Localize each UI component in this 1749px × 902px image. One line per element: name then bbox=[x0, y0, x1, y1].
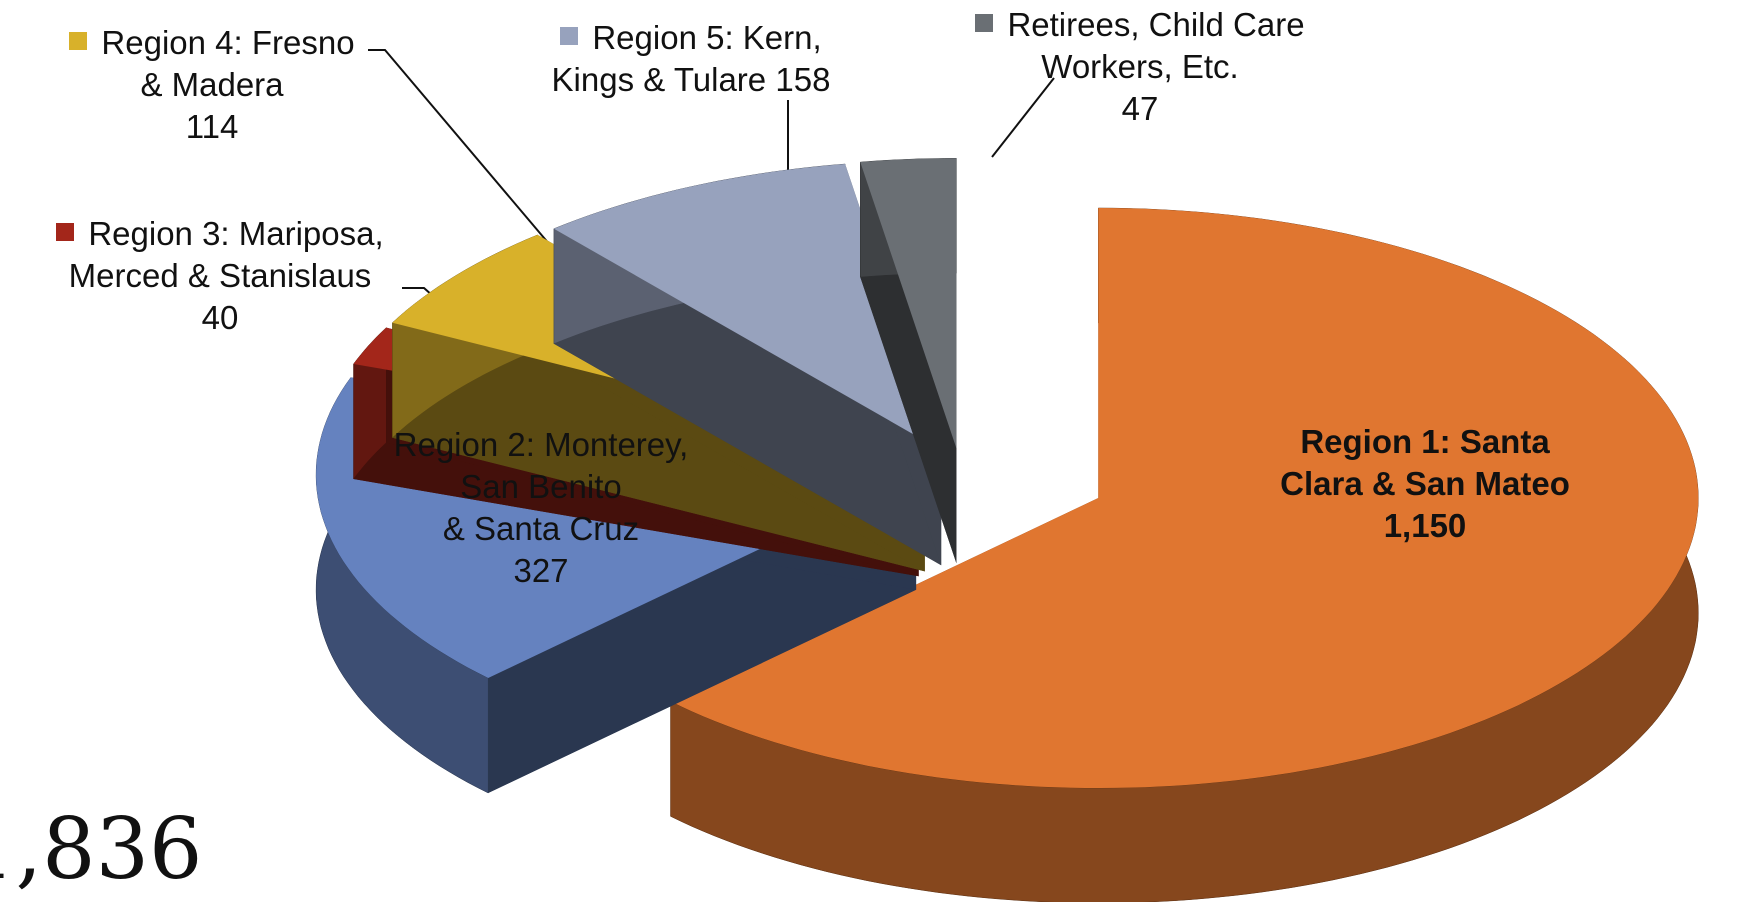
data-label: Region 1: Santa Clara & San Mateo 1,150 bbox=[1250, 421, 1600, 547]
value-label: 114 bbox=[185, 108, 239, 145]
slice-radial-wall bbox=[553, 228, 942, 566]
value-label: 327 bbox=[513, 552, 569, 589]
leader-line bbox=[368, 49, 551, 246]
category-label: Region 5: Kern, Kings & Tulare bbox=[551, 19, 822, 98]
slice-top bbox=[860, 158, 957, 449]
category-label: Region 4: Fresno & Madera bbox=[101, 24, 355, 103]
slice-top bbox=[670, 208, 1699, 788]
pie bbox=[315, 158, 1699, 902]
category-label: Region 2: Monterey, San Benito & Santa C… bbox=[393, 426, 689, 547]
legend-swatch bbox=[975, 14, 994, 32]
slice-top bbox=[553, 164, 942, 451]
slice bbox=[860, 158, 957, 564]
category-label: Retirees, Child Care Workers, Etc. bbox=[1007, 6, 1305, 85]
legend-swatch bbox=[56, 223, 75, 241]
data-label: Region 3: Mariposa, Merced & Stanislaus 4… bbox=[30, 213, 410, 339]
category-label: Region 3: Mariposa, Merced & Stanislaus bbox=[68, 215, 384, 294]
data-label: Region 5: Kern, Kings & Tulare 158 bbox=[491, 17, 891, 101]
legend-swatch bbox=[69, 32, 88, 50]
value-label: 1,150 bbox=[1383, 507, 1467, 544]
value-label: 47 bbox=[1121, 90, 1159, 127]
data-label: Region 2: Monterey, San Benito & Santa C… bbox=[371, 424, 711, 592]
legend-swatch bbox=[560, 27, 579, 45]
value-label: 40 bbox=[201, 299, 239, 336]
leader-line bbox=[991, 77, 1055, 158]
data-label: Retirees, Child Care Workers, Etc. 47 bbox=[950, 4, 1330, 130]
slice bbox=[670, 207, 1699, 902]
data-label: Region 4: Fresno & Madera 114 bbox=[22, 22, 402, 148]
value-label: 158 bbox=[775, 61, 831, 98]
category-label: Region 1: Santa Clara & San Mateo bbox=[1280, 423, 1570, 502]
slice-radial-wall bbox=[392, 322, 925, 572]
total-annotation: 1,836 bbox=[0, 800, 203, 898]
